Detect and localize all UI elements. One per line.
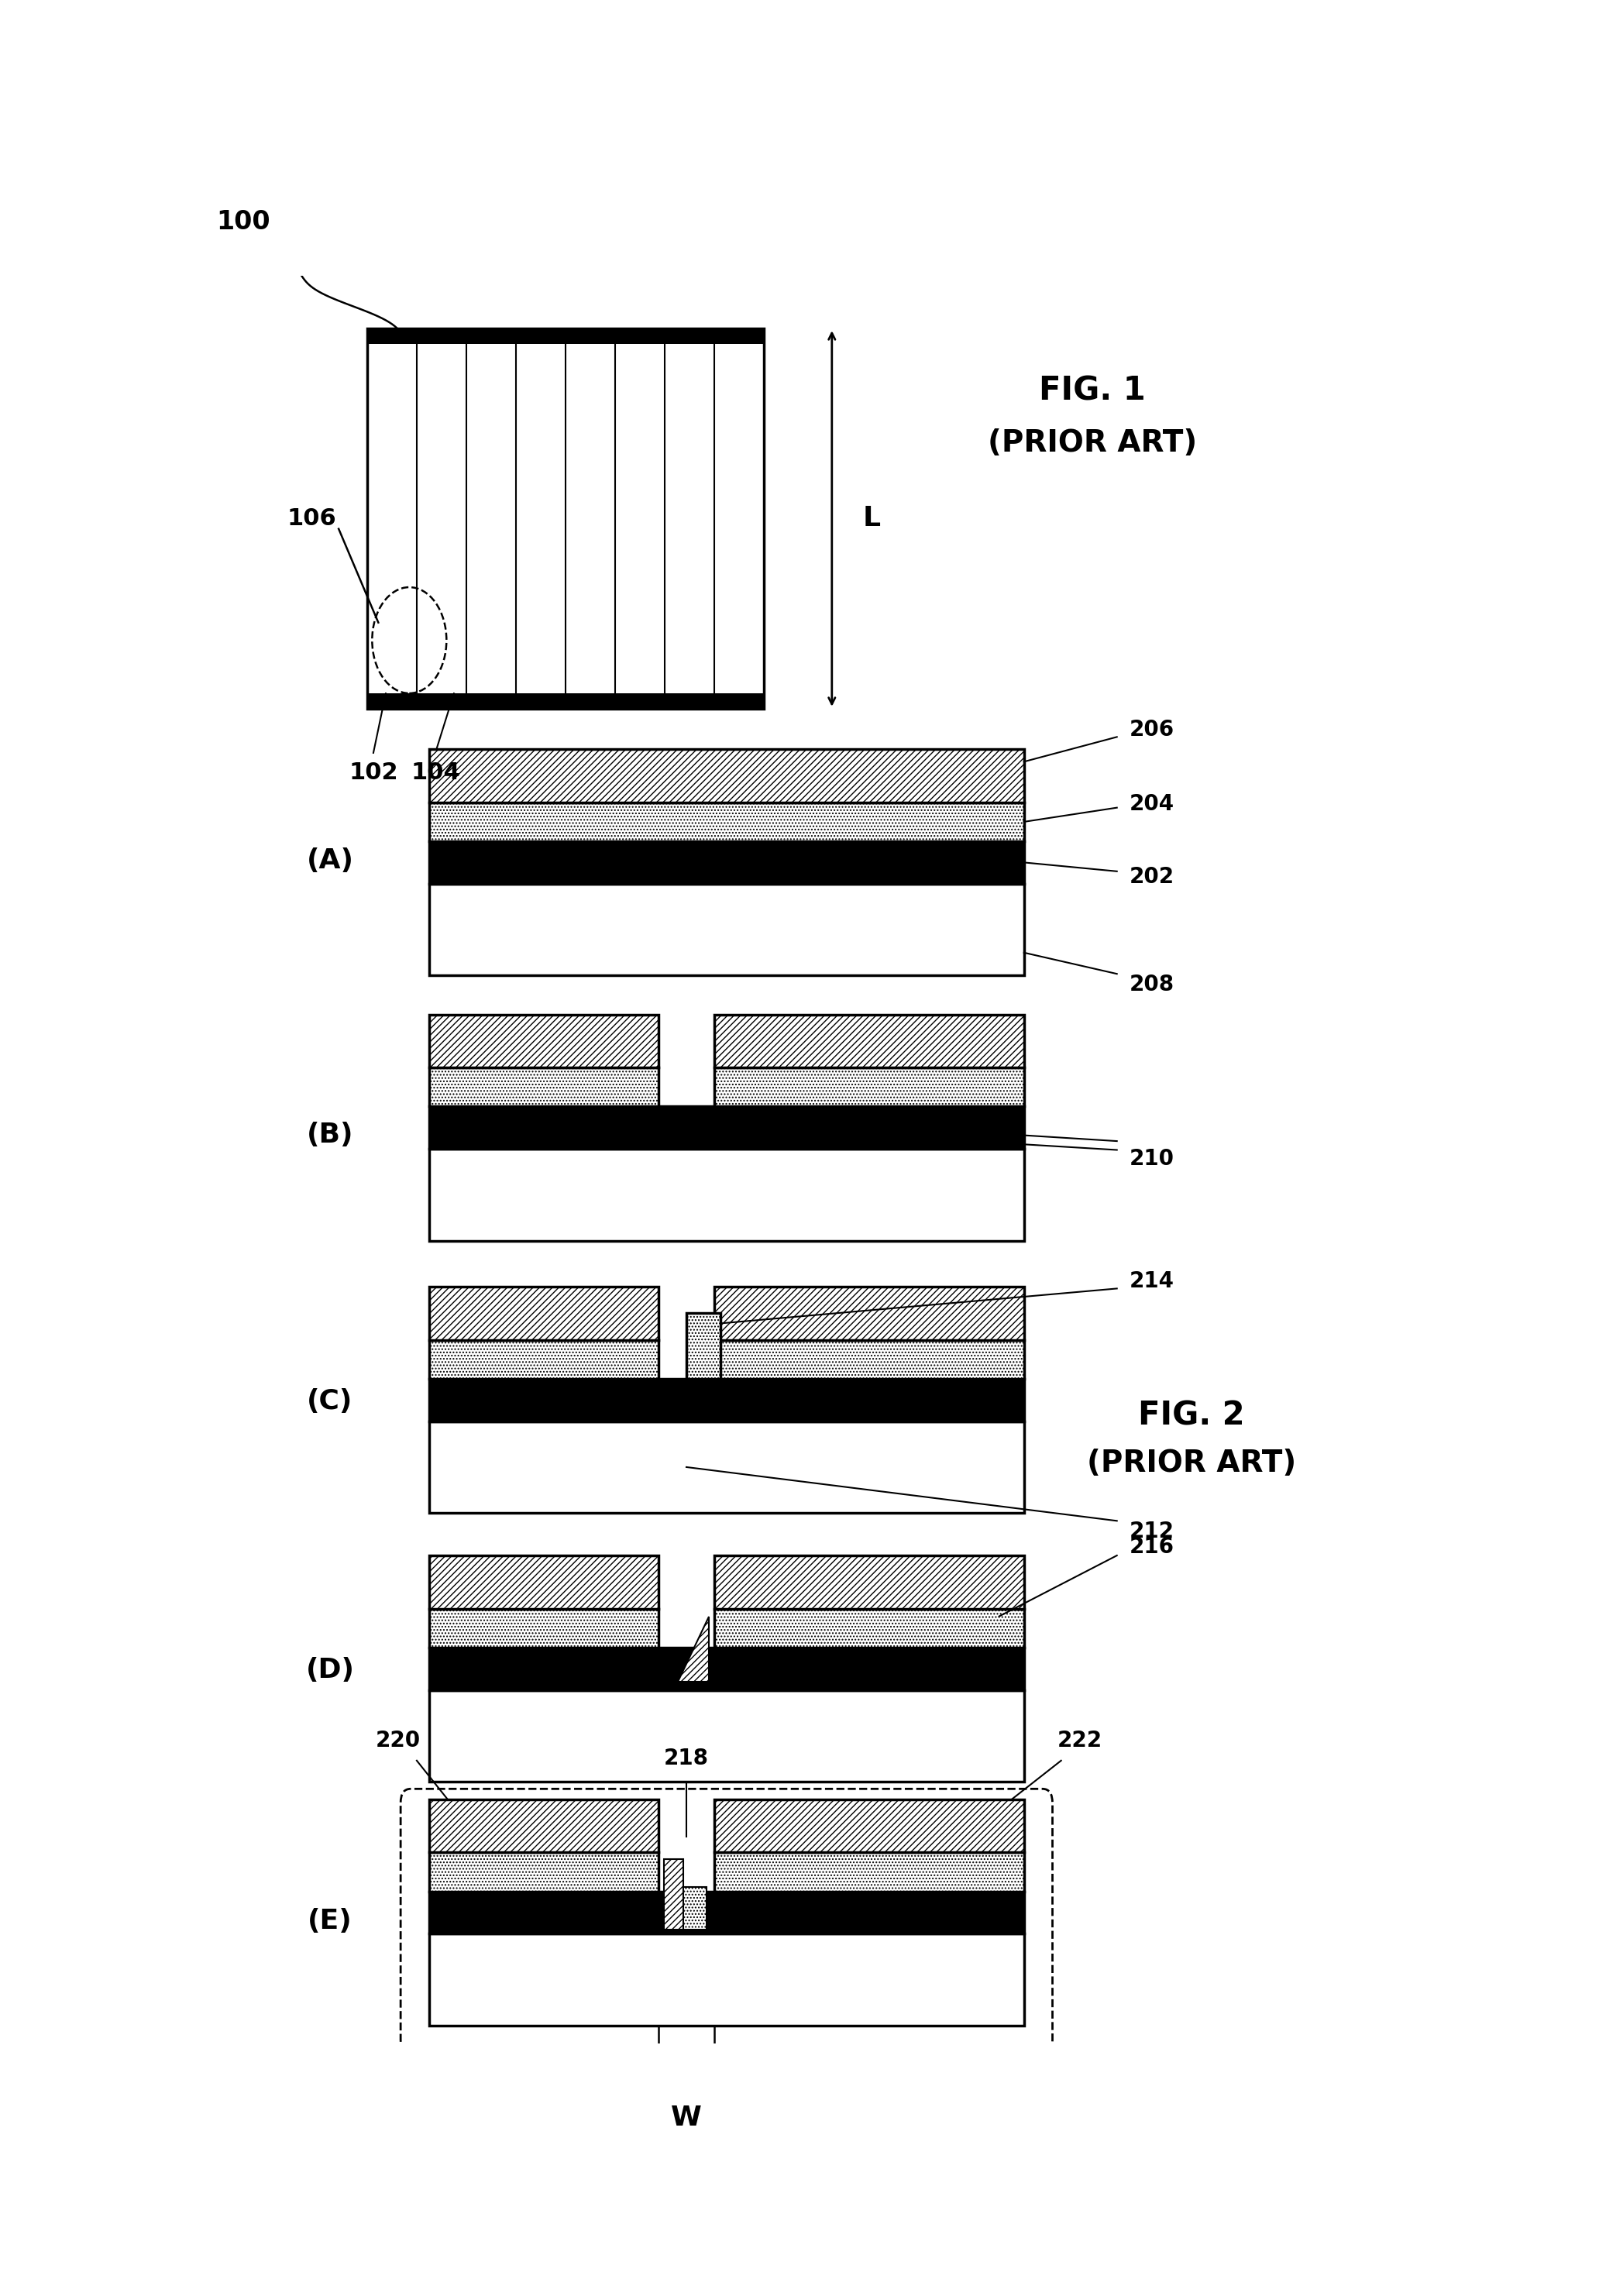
Bar	[429, 1690, 1023, 1782]
Bar	[715, 1015, 1023, 1068]
Text: 204: 204	[1129, 794, 1174, 815]
Text: (E): (E)	[307, 1908, 352, 1936]
Bar	[368, 328, 764, 709]
Bar	[683, 1887, 707, 1929]
Text: 220: 220	[376, 1729, 421, 1752]
Text: 212: 212	[1129, 1520, 1174, 1543]
Bar	[715, 1554, 1023, 1609]
Text: 218: 218	[664, 1747, 708, 1770]
Text: L: L	[863, 505, 881, 533]
Bar	[429, 1609, 659, 1649]
Text: 216: 216	[1129, 1536, 1174, 1557]
Bar	[686, 1313, 721, 1378]
Text: FIG. 1: FIG. 1	[1039, 374, 1145, 406]
Bar	[429, 1015, 659, 1068]
Text: 208: 208	[1129, 974, 1174, 994]
Bar	[429, 1800, 659, 1853]
Bar	[715, 1341, 1023, 1378]
Text: (D): (D)	[305, 1658, 355, 1683]
Text: 104: 104	[411, 762, 461, 783]
Bar	[368, 693, 764, 709]
Bar	[429, 884, 1023, 976]
Bar	[715, 1286, 1023, 1341]
Bar	[429, 1068, 659, 1107]
Text: 106: 106	[286, 507, 336, 530]
Bar	[715, 1800, 1023, 1853]
Text: 102: 102	[349, 762, 398, 783]
Bar	[429, 1378, 1023, 1421]
Bar	[429, 1933, 1023, 2025]
Bar	[664, 1860, 683, 1929]
Bar	[429, 748, 1023, 801]
Text: 214: 214	[1129, 1270, 1174, 1293]
Bar	[429, 801, 1023, 840]
Polygon shape	[678, 1616, 708, 1681]
Text: (PRIOR ART): (PRIOR ART)	[988, 429, 1196, 459]
Text: 222: 222	[1057, 1729, 1102, 1752]
Bar	[368, 328, 764, 344]
Text: (B): (B)	[307, 1120, 353, 1148]
Text: (C): (C)	[307, 1389, 353, 1414]
Bar	[429, 1853, 659, 1892]
Bar	[429, 1421, 1023, 1513]
Text: (A): (A)	[307, 847, 353, 875]
Bar	[429, 840, 1023, 884]
Bar	[429, 1286, 659, 1341]
Bar	[429, 1148, 1023, 1240]
Text: 206: 206	[1129, 719, 1174, 742]
Text: FIG. 2: FIG. 2	[1138, 1401, 1244, 1433]
Bar	[429, 1554, 659, 1609]
Bar	[715, 1068, 1023, 1107]
Text: 100: 100	[216, 209, 270, 234]
Bar	[429, 1892, 1023, 1933]
Bar	[429, 1107, 1023, 1148]
Bar	[715, 1853, 1023, 1892]
Text: 202: 202	[1129, 866, 1174, 889]
Bar	[429, 1649, 1023, 1690]
Bar	[429, 1341, 659, 1378]
Bar	[715, 1609, 1023, 1649]
Text: (PRIOR ART): (PRIOR ART)	[1087, 1449, 1295, 1479]
Text: 210: 210	[1129, 1148, 1174, 1169]
Text: W: W	[672, 2105, 702, 2131]
